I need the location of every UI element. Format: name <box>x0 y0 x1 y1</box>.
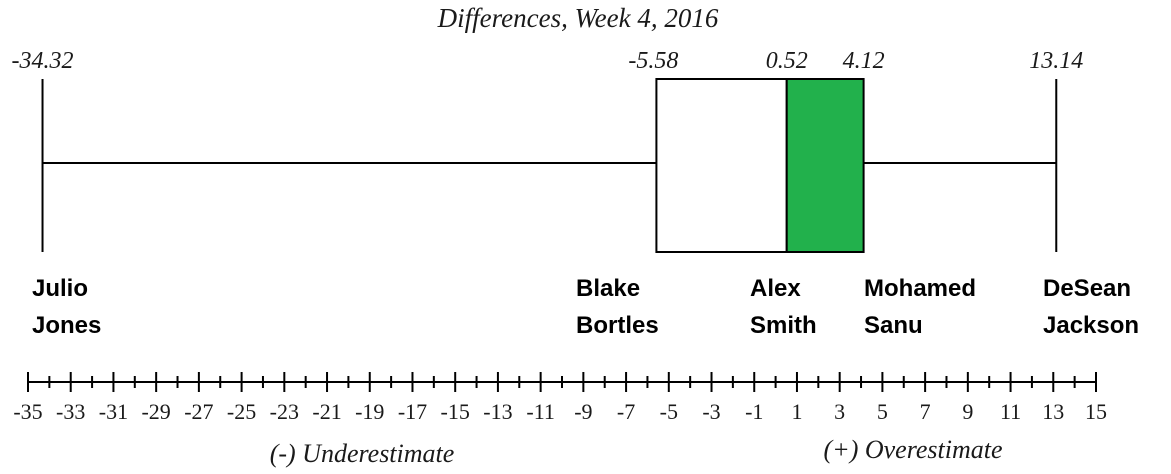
tick-label: -35 <box>13 399 42 424</box>
value-label-q1: -5.58 <box>628 48 678 74</box>
tick-label: 9 <box>962 399 973 424</box>
player-last-name: Smith <box>750 312 817 339</box>
player-first-name: Julio <box>32 275 88 302</box>
value-label-min: -34.32 <box>12 48 74 74</box>
tick-label: 1 <box>791 399 802 424</box>
box-upper <box>785 78 865 253</box>
tick-marks <box>27 372 1097 392</box>
value-label-max: 13.14 <box>1029 48 1083 74</box>
player-labels: Julio Jones Blake Bortles Alex Smith Moh… <box>32 275 1139 339</box>
tick-label: 11 <box>1000 399 1021 424</box>
tick-label: -25 <box>227 399 256 424</box>
tick-label: -21 <box>312 399 341 424</box>
tick-labels: -35 -33 -31 -29 -27 -25 -23 -21 -19 -17 -15 -13 -11-… <box>13 399 1107 424</box>
tick-label: -17 <box>398 399 427 424</box>
tick-label: -7 <box>617 399 635 424</box>
tick-label: 13 <box>1042 399 1064 424</box>
tick-label: -3 <box>702 399 720 424</box>
box-lower <box>655 78 788 253</box>
player-last-name: Bortles <box>576 312 659 339</box>
player-last-name: Jackson <box>1043 312 1139 339</box>
value-label-q3: 4.12 <box>843 48 885 74</box>
tick-label: -13 <box>483 399 512 424</box>
tick-label: 3 <box>834 399 845 424</box>
player-first-name: DeSean <box>1043 275 1131 302</box>
player-last-name: Sanu <box>864 312 923 339</box>
player-label: DeSean Jackson <box>1043 275 1139 339</box>
tick-label: -33 <box>56 399 85 424</box>
player-label: Julio Jones <box>32 275 101 339</box>
player-first-name: Alex <box>750 275 801 302</box>
box-and-whiskers <box>41 78 1058 253</box>
player-first-name: Blake <box>576 275 640 302</box>
player-last-name: Jones <box>32 312 101 339</box>
tick-label: -11 <box>526 399 555 424</box>
player-first-name: Mohamed <box>864 275 976 302</box>
tick-label: -23 <box>270 399 299 424</box>
overestimate-label: (+) Overestimate <box>823 435 1002 464</box>
underestimate-label: (-) Underestimate <box>270 439 455 468</box>
x-axis: -35 -33 -31 -29 -27 -25 -23 -21 -19 -17 -15 -13 -11-… <box>13 372 1107 424</box>
chart-title: Differences, Week 4, 2016 <box>437 3 719 33</box>
player-label: Alex Smith <box>750 275 817 339</box>
tick-label: 7 <box>920 399 931 424</box>
tick-label: -15 <box>441 399 470 424</box>
player-label: Mohamed Sanu <box>864 275 983 339</box>
tick-label: 5 <box>877 399 888 424</box>
tick-label: -9 <box>574 399 592 424</box>
tick-label: -5 <box>660 399 678 424</box>
value-labels: -34.32 -5.58 0.52 4.12 13.14 <box>12 48 1084 74</box>
value-label-median: 0.52 <box>766 48 808 74</box>
tick-label: -31 <box>99 399 128 424</box>
player-label: Blake Bortles <box>576 275 659 339</box>
tick-label: -27 <box>184 399 213 424</box>
tick-label: 15 <box>1085 399 1107 424</box>
tick-label: -19 <box>355 399 384 424</box>
tick-label: -29 <box>141 399 170 424</box>
tick-label: -1 <box>745 399 763 424</box>
